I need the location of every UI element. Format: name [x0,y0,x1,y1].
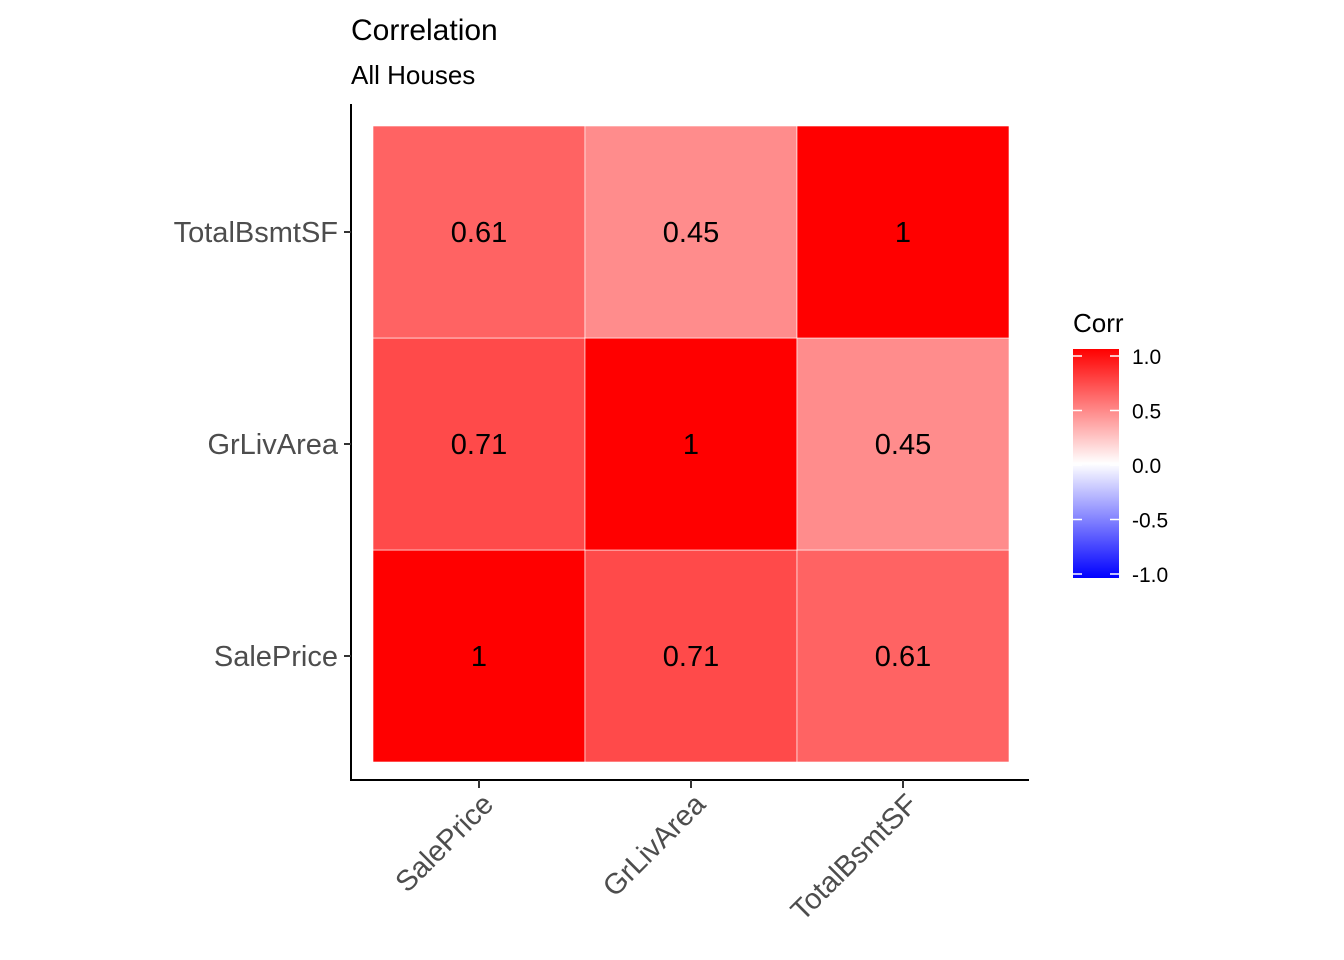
heatmap-cell-GrLivArea-GrLivArea [584,337,798,551]
heatmap-cell-TotalBsmtSF-TotalBsmtSF [796,125,1010,339]
legend-ticks: 1.0 0.5 0.0 -0.5 -1.0 [1073,346,1168,587]
heatmap-cells [372,125,1010,763]
heatmap-cell-SalePrice-SalePrice [372,549,586,763]
heatmap-cell-labels: 1 0.71 0.61 0.71 1 0.45 0.61 0.45 1 [451,217,931,673]
legend-title: Corr [1073,308,1124,338]
cell-label: 0.45 [663,217,719,249]
x-tick-label: SalePrice [390,788,500,898]
cell-label: 0.61 [875,641,931,673]
y-axis-ticks: SalePrice GrLivArea TotalBsmtSF [174,217,351,673]
legend-tick-label: 1.0 [1132,346,1161,369]
x-tick-label: TotalBsmtSF [785,788,924,927]
heatmap-cell-TotalBsmtSF-SalePrice [372,125,586,339]
heatmap-cell-GrLivArea-SalePrice [372,337,586,551]
y-tick-label: GrLivArea [207,429,338,461]
cell-label: 0.61 [451,217,507,249]
x-axis-ticks: SalePrice GrLivArea TotalBsmtSF [390,780,924,927]
cell-label: 0.71 [451,429,507,461]
heatmap-cell-SalePrice-GrLivArea [584,549,798,763]
x-tick-label: GrLivArea [597,788,713,904]
y-tick-label: TotalBsmtSF [174,217,338,249]
color-legend: Corr 1.0 0.5 0.0 -0.5 -1.0 [1073,308,1168,587]
cell-label: 1 [471,641,487,673]
cell-label: 1 [895,217,911,249]
legend-color-bar [1073,349,1119,578]
cell-label: 0.45 [875,429,931,461]
legend-tick-label: 0.0 [1132,455,1161,478]
heatmap-cell-TotalBsmtSF-GrLivArea [584,125,798,339]
chart-subtitle: All Houses [351,60,475,90]
legend-tick-label: -1.0 [1132,564,1168,587]
cell-label: 1 [683,429,699,461]
heatmap-cell-GrLivArea-TotalBsmtSF [796,337,1010,551]
legend-tick-label: -0.5 [1132,510,1168,533]
chart-title: Correlation [351,14,498,47]
y-tick-label: SalePrice [214,641,338,673]
cell-label: 0.71 [663,641,719,673]
legend-tick-label: 0.5 [1132,401,1161,424]
